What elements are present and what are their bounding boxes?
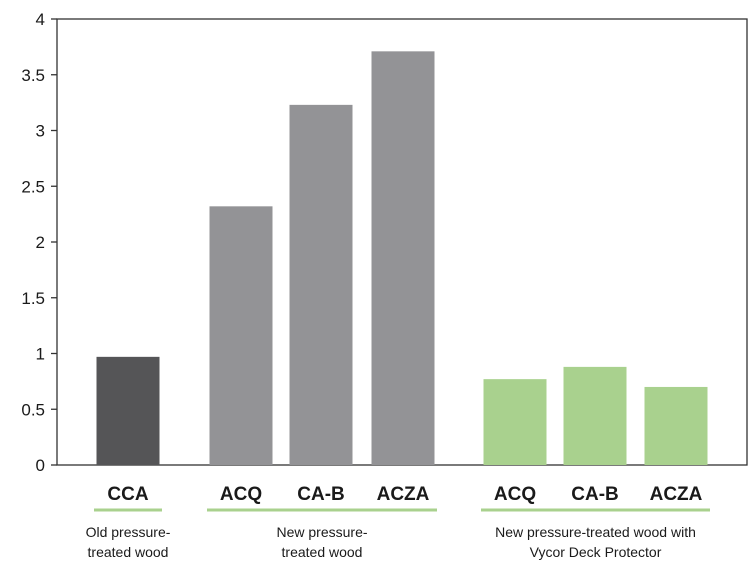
category-label: CA-B bbox=[297, 484, 345, 505]
y-tick-label: 4 bbox=[36, 10, 45, 29]
y-tick-label: 0.5 bbox=[21, 400, 45, 419]
group-label: Old pressure- bbox=[86, 524, 171, 540]
group-label: treated wood bbox=[282, 544, 363, 560]
category-label: CA-B bbox=[571, 484, 619, 505]
bar bbox=[96, 356, 160, 465]
category-label: ACQ bbox=[494, 484, 536, 505]
y-tick-label: 2 bbox=[36, 233, 45, 252]
labels: CCA ACQ CA-B ACZA ACQ CA-B ACZA Old pressure-tr… bbox=[86, 484, 710, 560]
bar bbox=[209, 206, 273, 465]
bar bbox=[563, 366, 627, 465]
group-label: Vycor Deck Protector bbox=[530, 544, 662, 560]
y-tick-label: 3 bbox=[36, 122, 45, 141]
y-tick-label: 2.5 bbox=[21, 177, 45, 196]
y-tick-label: 3.5 bbox=[21, 66, 45, 85]
group-label: New pressure- bbox=[276, 524, 367, 540]
category-label: ACZA bbox=[650, 484, 703, 505]
y-tick-label: 0 bbox=[36, 456, 45, 475]
category-label: CCA bbox=[107, 484, 148, 505]
bar bbox=[371, 51, 435, 466]
category-label: ACQ bbox=[220, 484, 262, 505]
category-label: ACZA bbox=[377, 484, 430, 505]
bar bbox=[644, 386, 708, 465]
group-label: treated wood bbox=[88, 544, 169, 560]
bar bbox=[289, 104, 353, 465]
y-tick-label: 1.5 bbox=[21, 289, 45, 308]
group-label: New pressure-treated wood with bbox=[495, 524, 696, 540]
y-tick-label: 1 bbox=[36, 345, 45, 364]
bars bbox=[96, 51, 708, 466]
bar bbox=[483, 379, 547, 465]
